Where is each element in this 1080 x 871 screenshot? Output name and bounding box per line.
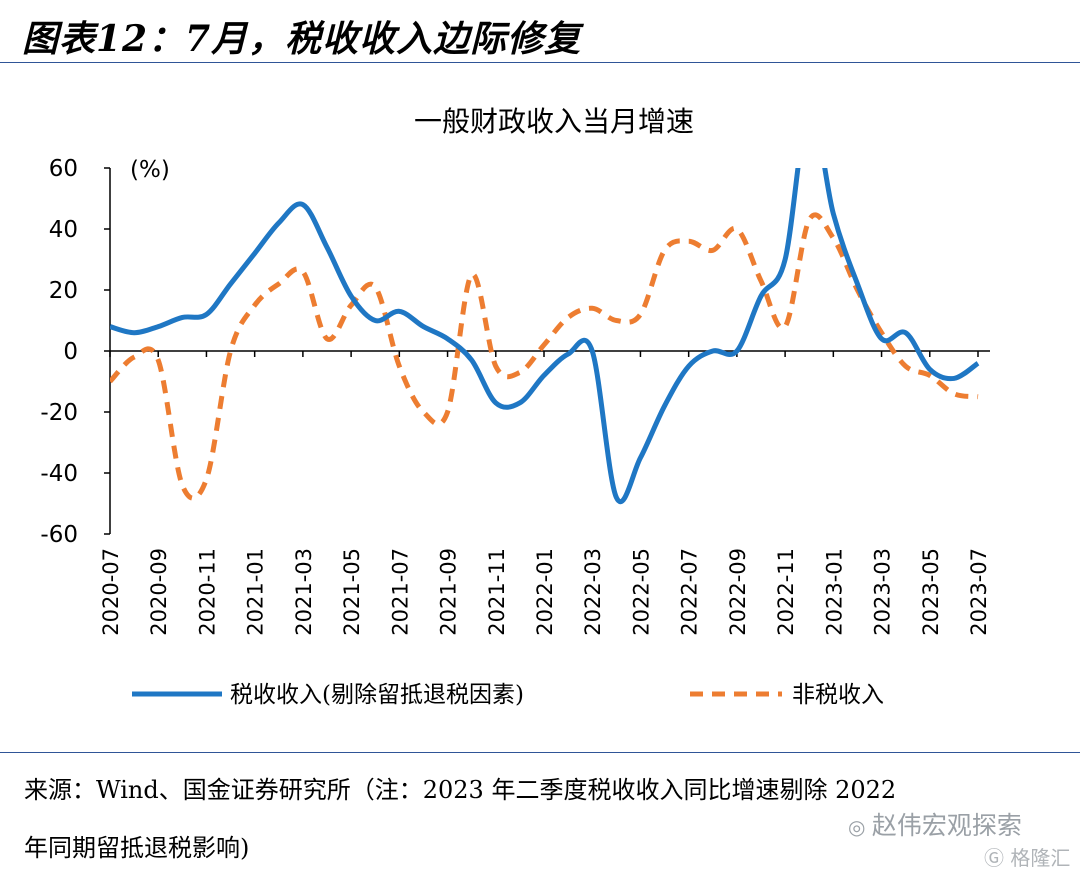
x-tick-label: 2022-07 <box>678 548 702 636</box>
x-tick-label: 2022-05 <box>629 548 653 636</box>
source-note-line2: 年同期留抵退税影响) <box>24 834 250 862</box>
non-tax-revenue-line <box>110 212 979 501</box>
x-tick-label: 2020-11 <box>195 548 219 636</box>
series-non-tax-revenue <box>110 212 979 501</box>
y-axis: 60 40 20 0 -20 -40 -60 (%) <box>40 156 169 548</box>
legend-item-tax: 税收收入(剔除留抵退税因素) <box>132 682 524 708</box>
legend: 税收收入(剔除留抵退税因素) 非税收入 <box>132 682 884 708</box>
y-tick-label: 60 <box>49 156 78 182</box>
watermark-text: 赵伟宏观探索 <box>871 811 1022 840</box>
x-tick-label: 2020-09 <box>147 548 171 636</box>
x-tick-label: 2023-01 <box>822 548 846 636</box>
bottom-divider <box>0 752 1080 753</box>
watermark-2-text: 格隆汇 <box>1010 846 1071 870</box>
x-tick-label: 2023-07 <box>967 548 991 636</box>
tax-revenue-line <box>110 168 980 504</box>
x-tick-label: 2021-09 <box>437 548 461 636</box>
x-tick-label: 2022-09 <box>726 548 750 636</box>
x-tick-label: 2022-01 <box>533 548 557 636</box>
x-tick-label: 2021-03 <box>292 548 316 636</box>
x-tick-label: 2021-05 <box>340 548 364 636</box>
y-tick-label: 40 <box>49 217 78 243</box>
x-tick-label: 2023-05 <box>919 548 943 636</box>
watermark-2: Ⓖ 格隆汇 <box>984 842 1070 871</box>
source-note-line1: 来源：Wind、国金证券研究所（注：2023 年二季度税收收入同比增速剔除 20… <box>24 776 897 804</box>
x-tick-label: 2021-07 <box>388 548 412 636</box>
y-tick-label: -20 <box>40 400 78 426</box>
legend-label: 税收收入(剔除留抵退税因素) <box>230 682 524 708</box>
y-tick-label: -40 <box>40 461 78 487</box>
y-tick-label: -60 <box>40 522 78 548</box>
legend-item-non-tax: 非税收入 <box>690 682 884 708</box>
x-tick-label: 2022-11 <box>774 548 798 636</box>
x-tick-label: 2020-07 <box>99 548 123 636</box>
series-tax-revenue <box>110 168 980 504</box>
x-tick-label: 2023-03 <box>871 548 895 636</box>
legend-label: 非税收入 <box>792 682 884 708</box>
y-tick-label: 0 <box>63 339 78 365</box>
x-tick-label: 2022-03 <box>581 548 605 636</box>
x-tick-label: 2021-11 <box>485 548 509 636</box>
x-axis: 2020-07 2020-09 2020-11 2021-01 2021-03 2021-… <box>99 350 991 636</box>
y-tick-label: 20 <box>49 278 78 304</box>
series-layer <box>110 168 980 504</box>
figure-title: 图表12：7月，税收收入边际修复 <box>22 18 582 60</box>
logo-g-icon: Ⓖ <box>984 846 1011 870</box>
x-tick-label: 2021-01 <box>244 548 268 636</box>
chart-title: 一般财政收入当月增速 <box>414 105 694 138</box>
watermark: ◎ 赵伟宏观探索 <box>848 806 1022 842</box>
wechat-icon: ◎ <box>848 815 872 839</box>
y-axis-label: (%) <box>130 157 170 183</box>
top-divider <box>0 62 1080 63</box>
